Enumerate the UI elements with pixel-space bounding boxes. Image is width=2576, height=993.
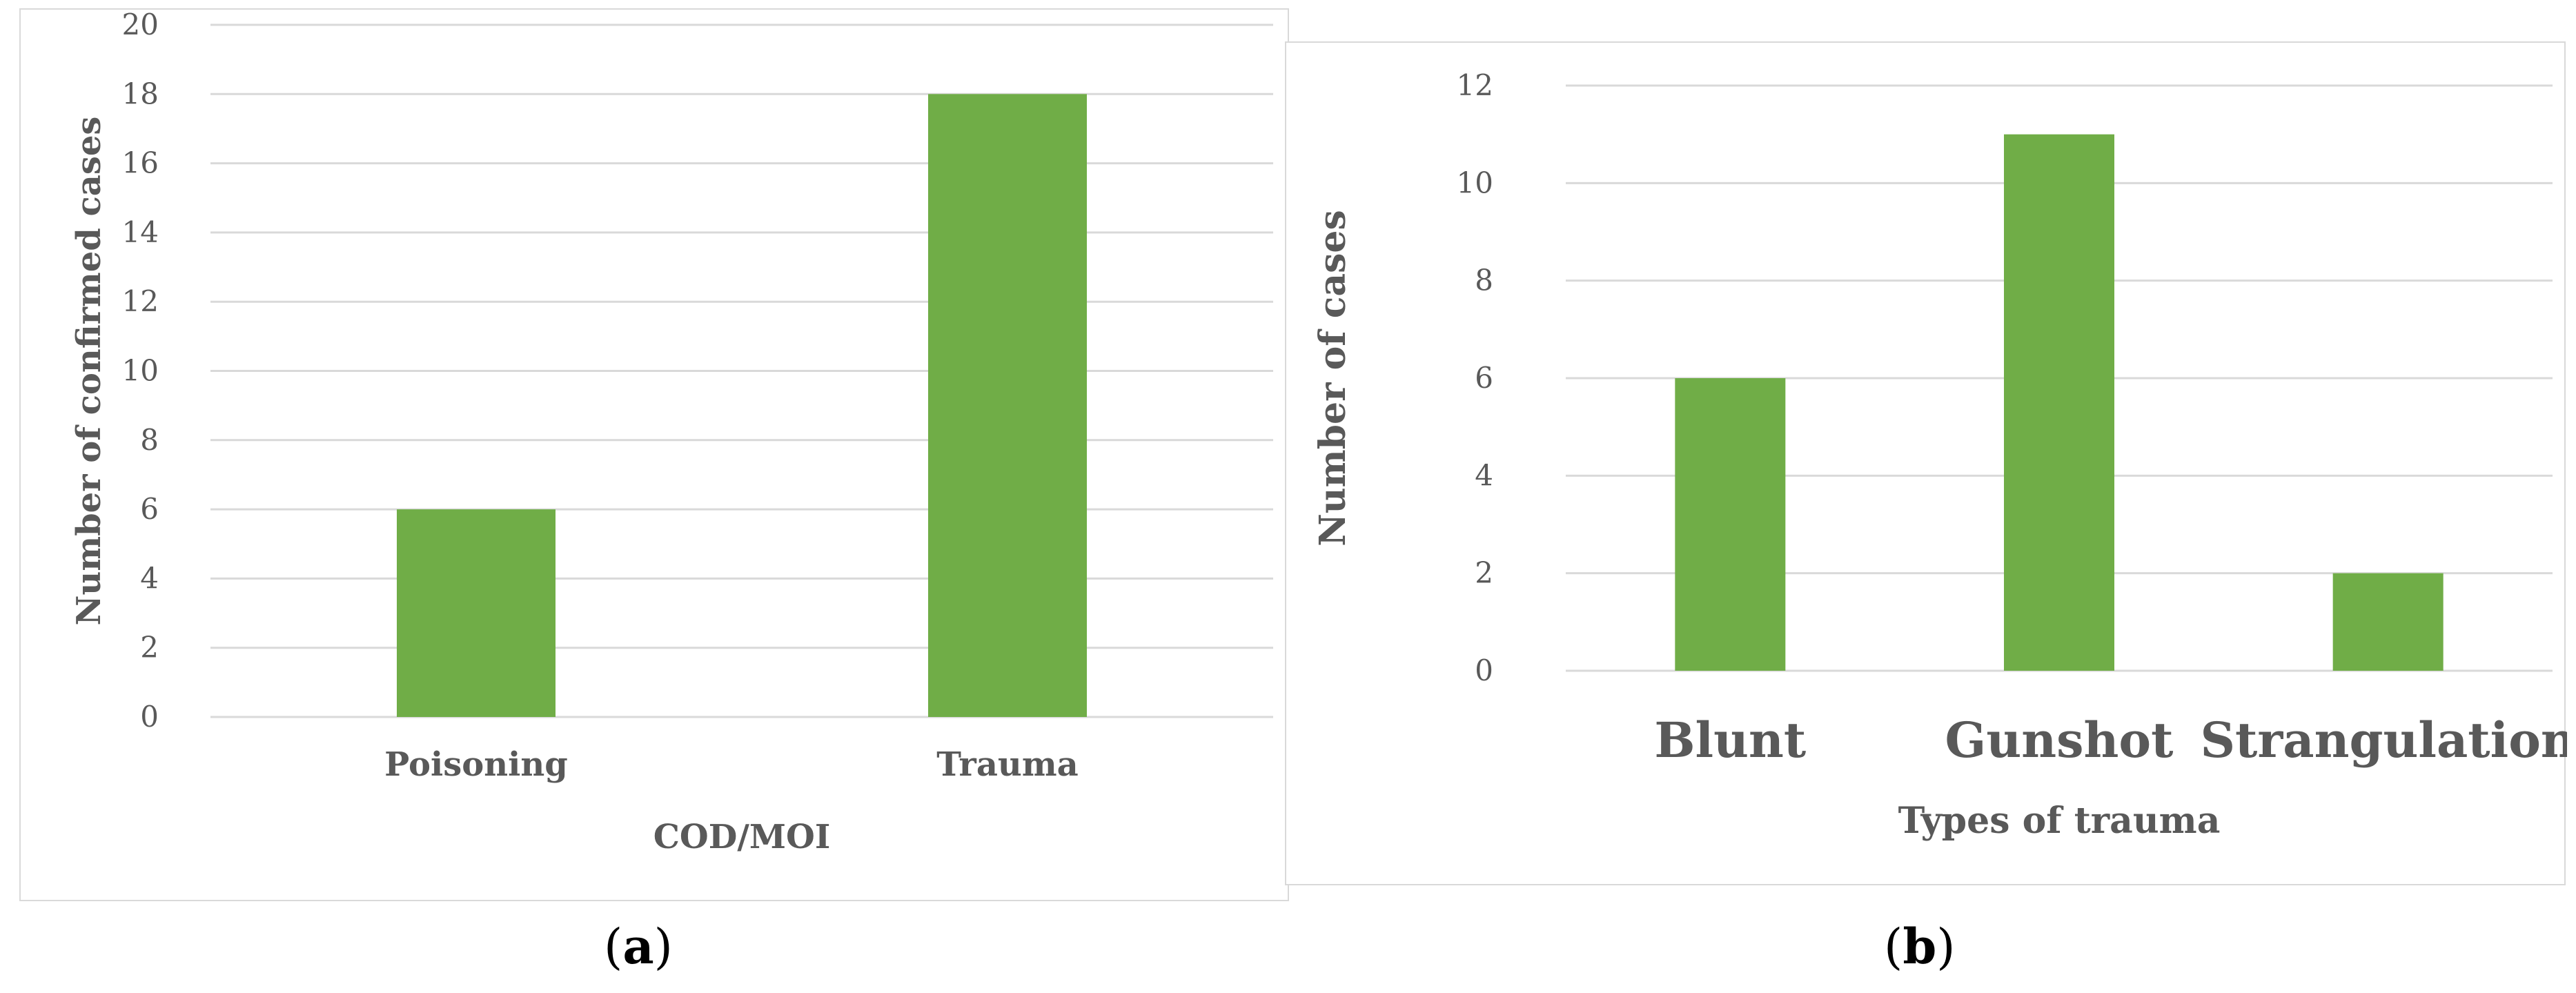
y-tick-label: 8 [1475,264,1493,297]
y-tick-label: 6 [140,492,159,526]
caption-b-label: b [1902,918,1937,975]
x-tick-label: Blunt [1654,711,1806,769]
chart-a-svg: 0 2 4 6 8 10 12 14 16 18 20 Poisoning Trauma COD/MOI N… [70,10,1273,856]
chart-panel-b: 0 2 4 6 8 10 12 Blunt Gunshot Strangulation Types … [1285,41,2567,885]
x-tick-label: Strangulation [2201,711,2567,769]
y-tick-label: 6 [1475,361,1493,395]
y-tick-label: 12 [1457,68,1493,102]
y-tick-label: 2 [1475,556,1493,590]
y-axis-title: Number of cases [1312,210,1354,546]
x-tick-label: Trauma [936,745,1078,784]
y-tick-label: 2 [140,631,159,665]
y-tick-label: 12 [122,284,159,318]
y-axis-title: Number of confirmed cases [70,117,108,626]
chart-b-svg: 0 2 4 6 8 10 12 Blunt Gunshot Strangulation Types … [1312,68,2567,842]
bar-gunshot [2004,134,2114,671]
bar-trauma [928,94,1087,718]
x-axis-title: Types of trauma [1898,800,2221,842]
x-axis-title: COD/MOI [653,818,831,856]
y-tick-label: 8 [140,423,159,457]
bar-strangulation [2332,573,2444,671]
y-tick-label: 20 [122,10,159,41]
y-tick-label: 10 [122,354,159,388]
caption-a: (a) [604,918,673,975]
y-tick-label: 0 [1475,653,1493,687]
y-tick-label: 4 [1475,458,1493,492]
y-tick-label: 0 [140,700,159,734]
bar-blunt [1675,378,1786,671]
caption-b: (b) [1884,918,1956,975]
y-tick-label: 10 [1457,166,1493,199]
x-tick-label: Gunshot [1945,711,2174,769]
y-tick-label: 4 [140,561,159,595]
y-tick-label: 16 [122,146,159,180]
x-tick-label: Poisoning [384,745,568,784]
y-tick-label: 18 [122,77,159,110]
chart-panel-a: 0 2 4 6 8 10 12 14 16 18 20 Poisoning Trauma COD/MOI N… [19,8,1289,901]
bar-poisoning [397,509,555,717]
caption-a-label: a [622,918,654,975]
y-tick-label: 14 [122,215,159,249]
